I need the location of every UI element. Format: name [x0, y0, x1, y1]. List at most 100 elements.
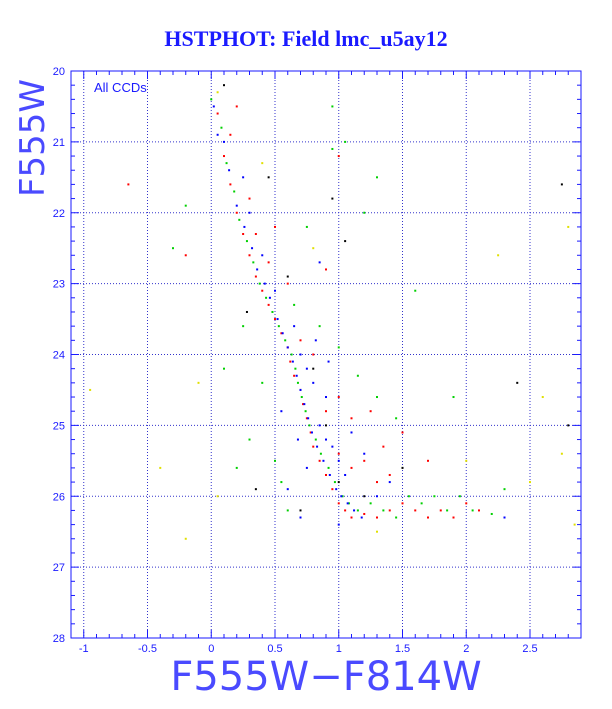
data-point [382, 445, 385, 448]
data-point [308, 424, 311, 427]
data-point [254, 233, 257, 236]
data-point [369, 502, 372, 505]
data-point [331, 197, 334, 200]
data-point [314, 438, 317, 441]
data-point [312, 247, 315, 250]
data-point [225, 162, 228, 165]
data-point [286, 488, 289, 491]
data-point [268, 296, 271, 299]
data-point [235, 211, 238, 214]
data-point [382, 509, 385, 512]
data-point [350, 431, 353, 434]
data-point [388, 509, 391, 512]
y-tick-label: 26 [53, 491, 65, 503]
x-tick-label: -0.5 [138, 643, 157, 655]
x-tick-label: 2.5 [522, 643, 537, 655]
data-point [299, 516, 302, 519]
data-point [516, 381, 519, 384]
data-point [452, 396, 455, 399]
data-point [328, 473, 331, 476]
data-point [407, 495, 410, 498]
data-point [223, 84, 225, 87]
y-tick-label: 20 [53, 66, 65, 78]
data-point [350, 417, 353, 420]
data-point [256, 268, 259, 271]
data-point [274, 318, 276, 321]
data-point [305, 367, 308, 370]
data-point [325, 396, 327, 399]
data-point [216, 91, 219, 94]
data-point [331, 105, 334, 108]
data-point [356, 509, 359, 512]
data-point [350, 516, 353, 519]
data-point [497, 254, 500, 257]
data-point [353, 509, 356, 512]
data-point [251, 247, 254, 250]
data-point [388, 473, 391, 476]
data-point [296, 381, 299, 384]
data-point [248, 197, 251, 200]
data-point [347, 502, 350, 505]
data-points [89, 84, 576, 540]
data-point [228, 169, 231, 172]
data-point [427, 459, 429, 462]
data-point [294, 367, 297, 370]
data-point [376, 495, 378, 498]
y-tick-label: 27 [53, 562, 65, 574]
data-point [305, 417, 308, 420]
data-point [277, 325, 280, 328]
data-point [267, 176, 270, 179]
x-tick-label: 1 [336, 643, 342, 655]
data-point [235, 204, 238, 207]
data-point [242, 325, 245, 328]
data-point [446, 509, 449, 512]
data-point [302, 403, 305, 406]
data-point [295, 374, 298, 377]
data-point [172, 247, 174, 250]
data-point [319, 452, 322, 455]
x-axis-title: F555W−F814W [170, 654, 481, 700]
data-point [293, 325, 296, 328]
data-point [471, 509, 474, 512]
data-point [331, 147, 334, 150]
x-tick-label: 0.5 [267, 643, 282, 655]
data-point [356, 374, 359, 377]
y-tick-label: 25 [53, 420, 65, 432]
data-point [567, 424, 570, 427]
data-point [401, 466, 404, 469]
data-point [478, 509, 480, 512]
data-point [274, 289, 276, 292]
data-point [337, 346, 340, 349]
data-point [245, 310, 248, 313]
data-point [567, 225, 570, 228]
data-point [254, 275, 257, 278]
data-point [223, 367, 225, 370]
data-point [265, 296, 268, 299]
data-point [235, 466, 238, 469]
x-tick-label: 2 [463, 643, 469, 655]
data-point [331, 445, 334, 448]
data-point [327, 466, 330, 469]
data-point [276, 318, 279, 321]
data-point [346, 502, 349, 505]
data-point [299, 388, 302, 391]
data-point [331, 488, 334, 491]
data-point [274, 225, 276, 228]
data-point [242, 176, 245, 179]
data-point [248, 211, 251, 214]
data-point [337, 155, 340, 158]
data-point [314, 339, 317, 342]
data-point [271, 310, 274, 313]
data-point [341, 495, 344, 498]
data-point [427, 516, 429, 519]
data-point [286, 509, 289, 512]
y-tick-label: 28 [53, 633, 65, 645]
y-tick-label: 23 [53, 279, 65, 291]
data-point [293, 303, 296, 306]
data-point [248, 438, 251, 441]
data-point [267, 261, 270, 264]
data-point [197, 381, 200, 384]
data-point [258, 282, 261, 285]
data-point [344, 509, 347, 512]
